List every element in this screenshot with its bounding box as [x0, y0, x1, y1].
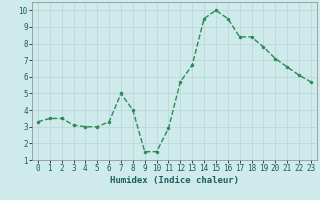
X-axis label: Humidex (Indice chaleur): Humidex (Indice chaleur)	[110, 176, 239, 185]
